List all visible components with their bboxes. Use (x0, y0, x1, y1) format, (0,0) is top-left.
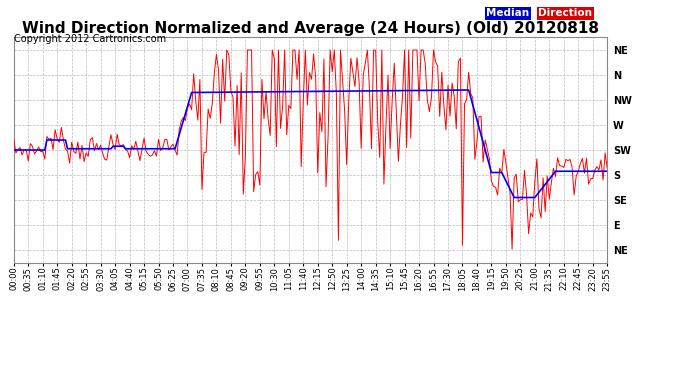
Title: Wind Direction Normalized and Average (24 Hours) (Old) 20120818: Wind Direction Normalized and Average (2… (22, 21, 599, 36)
Text: Copyright 2012 Cartronics.com: Copyright 2012 Cartronics.com (14, 34, 166, 44)
Text: Median: Median (486, 8, 530, 18)
Text: Direction: Direction (538, 8, 592, 18)
